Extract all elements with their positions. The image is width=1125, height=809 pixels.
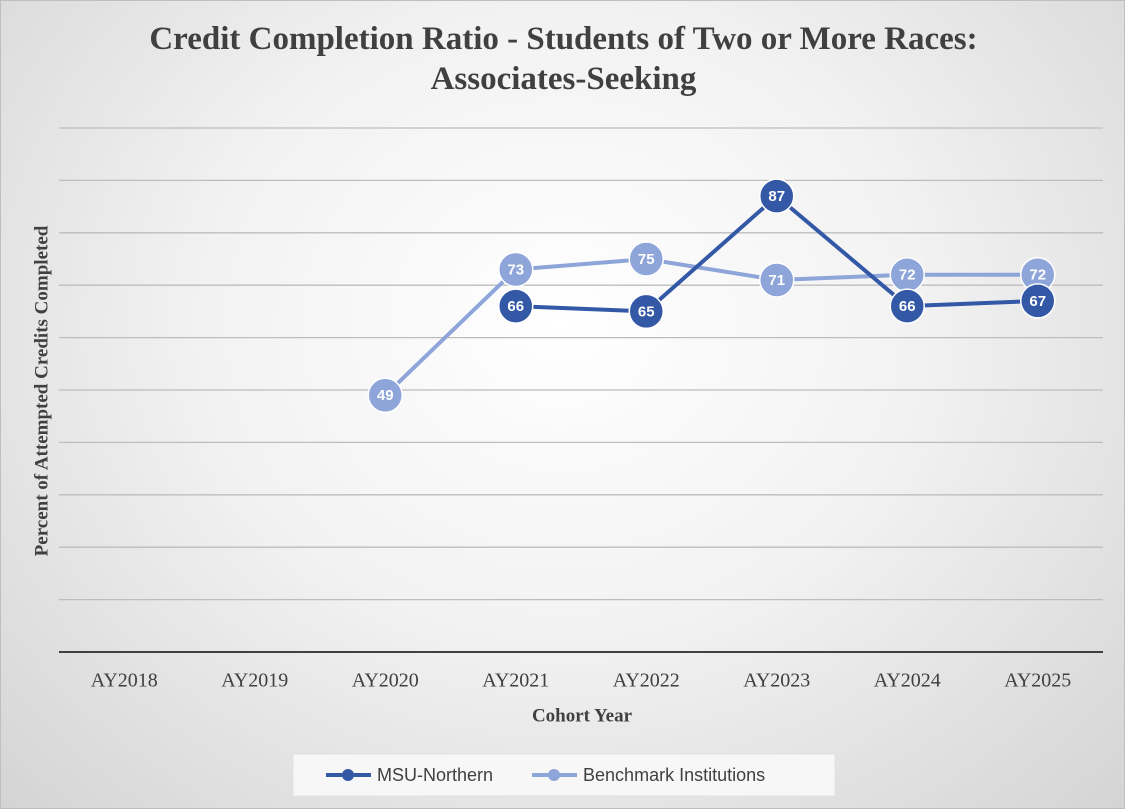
legend-marker: [342, 769, 354, 781]
data-label: 72: [1029, 267, 1046, 284]
x-tick-label: AY2023: [743, 670, 810, 692]
data-label: 66: [899, 298, 916, 315]
data-label: 65: [638, 303, 655, 320]
data-label: 67: [1029, 293, 1046, 310]
x-tick-label: AY2021: [482, 670, 549, 692]
chart-title: Credit Completion Ratio - Students of Tw…: [149, 21, 978, 97]
data-point: [498, 251, 534, 288]
data-label: 71: [768, 272, 785, 289]
x-tick-label: AY2020: [352, 670, 419, 692]
legend-label: Benchmark Institutions: [583, 765, 765, 785]
x-tick-label: AY2022: [613, 670, 680, 692]
x-axis-title: Cohort Year: [532, 705, 633, 726]
data-point: [498, 288, 534, 324]
x-tick-label: AY2024: [874, 670, 941, 692]
legend-marker: [548, 769, 561, 781]
data-point: [1020, 283, 1056, 319]
series-line: [383, 257, 1038, 397]
x-tick-label: AY2025: [1004, 670, 1071, 692]
data-point: [889, 288, 925, 324]
data-point: [628, 241, 664, 277]
data-label: 87: [768, 188, 785, 205]
legend-box: [292, 753, 836, 797]
legend-label: MSU-Northern: [377, 765, 493, 785]
data-label: 72: [899, 267, 916, 284]
data-point: [759, 178, 795, 214]
y-axis-title: Percent of Attempted Credits Completed: [31, 225, 52, 556]
data-label: 49: [377, 387, 394, 404]
x-tick-label: AY2019: [221, 670, 288, 692]
data-label: 66: [507, 298, 524, 315]
data-point: [628, 293, 664, 330]
data-point: [367, 377, 403, 413]
data-label: 73: [507, 261, 524, 278]
x-tick-label: AY2018: [91, 670, 158, 692]
data-point: [759, 262, 795, 298]
data-label: 75: [638, 251, 655, 268]
